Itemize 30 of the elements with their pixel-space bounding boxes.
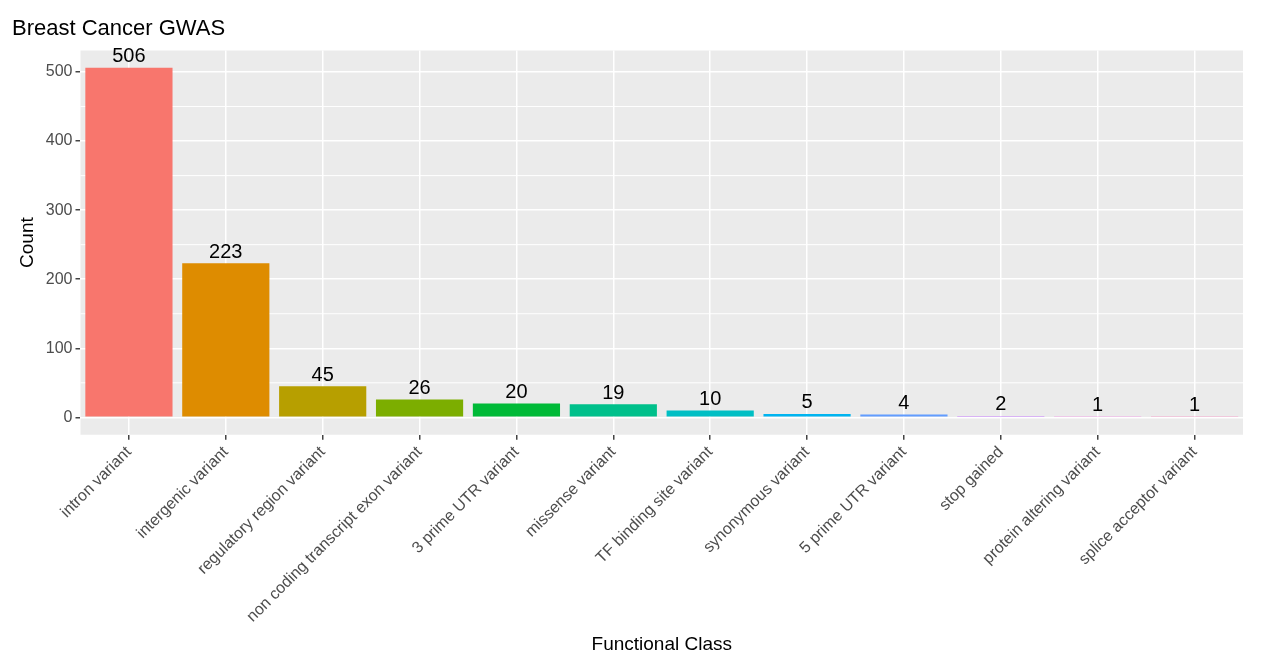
y-tick-label: 300	[45, 200, 73, 218]
data-label: 20	[505, 380, 528, 403]
data-label: 5	[801, 390, 813, 413]
data-label: 1	[1189, 393, 1201, 416]
bar	[85, 67, 173, 417]
bar	[182, 263, 270, 417]
data-label: 506	[112, 44, 146, 67]
y-axis-title: Count	[15, 216, 37, 268]
bar	[569, 404, 657, 417]
y-tick-label: 200	[45, 269, 73, 287]
y-tick-label: 100	[45, 338, 73, 356]
y-tick-label: 400	[45, 131, 73, 149]
data-label: 2	[995, 392, 1007, 415]
data-label: 4	[898, 391, 910, 414]
bar	[279, 386, 367, 417]
bar	[860, 414, 948, 417]
data-label: 10	[699, 386, 722, 409]
data-label: 26	[408, 375, 431, 398]
chart-title: Breast Cancer GWAS	[12, 15, 226, 41]
bar	[666, 410, 754, 417]
bar	[763, 413, 851, 417]
data-label: 45	[311, 362, 334, 385]
data-label: 223	[209, 239, 243, 262]
bar	[375, 399, 464, 417]
y-tick-label: 0	[63, 407, 73, 425]
bar	[472, 403, 561, 417]
y-tick-label: 500	[45, 62, 73, 80]
data-label: 1	[1092, 393, 1104, 416]
x-axis-title: Functional Class	[591, 632, 732, 654]
data-label: 19	[602, 380, 625, 403]
